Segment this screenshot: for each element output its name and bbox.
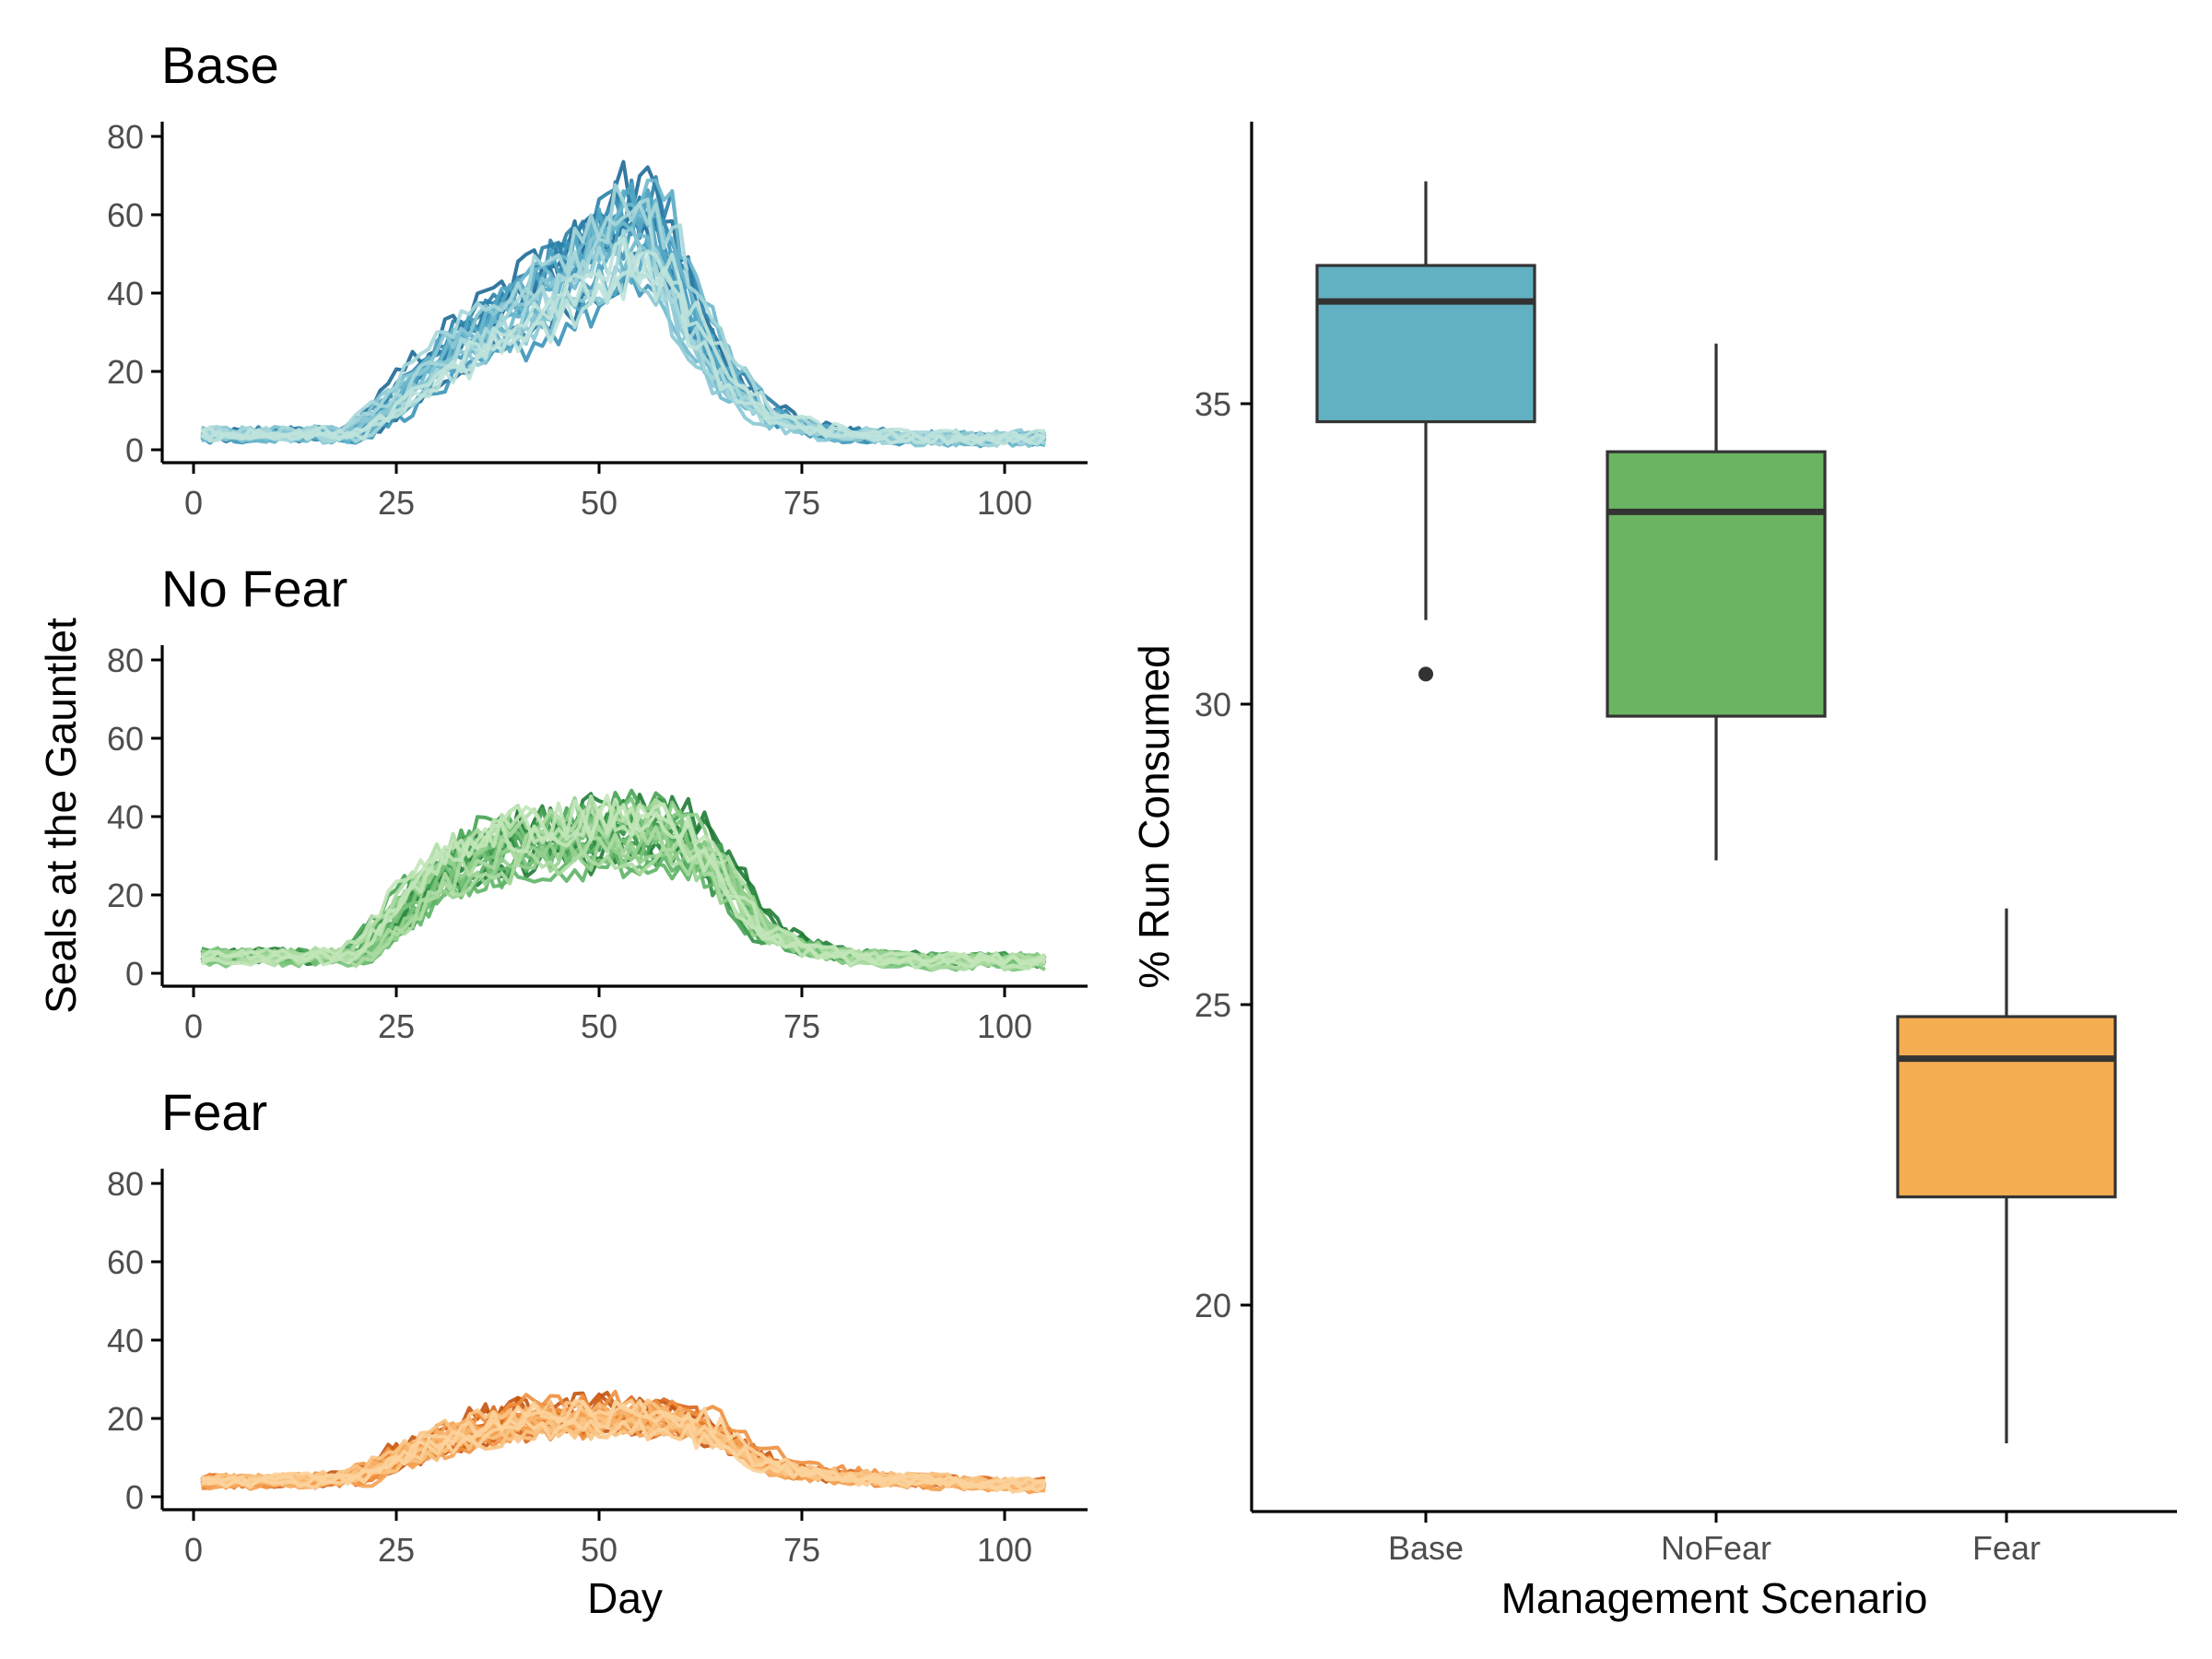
series-line-fear-24 bbox=[201, 1418, 1046, 1488]
y-tick-label-base-60: 60 bbox=[107, 196, 144, 234]
panel-title-fear: Fear bbox=[161, 1083, 267, 1141]
x-tick-label-fear-75: 75 bbox=[783, 1531, 820, 1569]
y-tick-label-nofear-0: 0 bbox=[125, 955, 144, 993]
x-tick-label-fear-0: 0 bbox=[184, 1531, 203, 1569]
box-panel: 20 25 30 35 Base NoFear Fear Management Scenar… bbox=[1130, 122, 2177, 1622]
series-layer-fear bbox=[200, 1389, 1047, 1495]
series-line-base-21 bbox=[200, 229, 1046, 443]
box-ticks-layer: 20 25 30 35 Base NoFear Fear bbox=[1194, 385, 2041, 1567]
y-tick-label-nofear-80: 80 bbox=[107, 641, 144, 679]
outlier-base-1 bbox=[1418, 666, 1433, 682]
y-tick-label-fear-60: 60 bbox=[107, 1243, 144, 1281]
y-tick-label-nofear-20: 20 bbox=[107, 877, 144, 914]
box-y-tick-label-25: 25 bbox=[1194, 986, 1231, 1024]
series-line-fear-25 bbox=[201, 1399, 1047, 1494]
panel-title-base: Base bbox=[161, 36, 279, 94]
series-line-base-8 bbox=[201, 223, 1046, 449]
series-layer-base bbox=[200, 159, 1047, 449]
y-tick-label-fear-0: 0 bbox=[125, 1478, 144, 1516]
series-line-nofear-5 bbox=[201, 813, 1046, 965]
series-line-nofear-11 bbox=[201, 850, 1047, 968]
series-line-base-9 bbox=[201, 274, 1046, 448]
x-tick-label-base-50: 50 bbox=[581, 484, 618, 522]
ticks-layer-base: 0 20 40 60 80 0 25 50 75 100 bbox=[107, 118, 1032, 522]
series-line-base-24 bbox=[201, 237, 1046, 442]
box-y-tick-label-20: 20 bbox=[1194, 1287, 1231, 1324]
ticks-layer-nofear: 0 20 40 60 80 0 25 50 75 100 bbox=[107, 641, 1032, 1045]
box-x-axis-title: Management Scenario bbox=[1501, 1574, 1928, 1622]
box-y-tick-label-35: 35 bbox=[1194, 385, 1231, 423]
x-tick-label-nofear-100: 100 bbox=[977, 1007, 1032, 1045]
series-line-base-15 bbox=[201, 232, 1046, 448]
y-tick-label-nofear-60: 60 bbox=[107, 720, 144, 758]
y-tick-label-fear-20: 20 bbox=[107, 1400, 144, 1438]
x-tick-label-base-100: 100 bbox=[977, 484, 1032, 522]
box-x-tick-label-nofear: NoFear bbox=[1661, 1529, 1771, 1567]
x-tick-label-nofear-50: 50 bbox=[581, 1007, 618, 1045]
box-x-tick-label-fear: Fear bbox=[1972, 1529, 2041, 1567]
box-layer bbox=[1315, 181, 2117, 1443]
x-axis-title-day: Day bbox=[587, 1574, 663, 1622]
y-tick-label-base-40: 40 bbox=[107, 275, 144, 312]
y-tick-label-base-0: 0 bbox=[125, 431, 144, 469]
x-tick-label-base-25: 25 bbox=[378, 484, 415, 522]
line-panel-fear: Fear 0 20 40 60 80 0 25 50 75 100 Day bbox=[107, 1083, 1088, 1622]
ticks-layer-fear: 0 20 40 60 80 0 25 50 75 100 bbox=[107, 1165, 1032, 1569]
panel-title-nofear: No Fear bbox=[161, 559, 347, 618]
x-tick-label-base-0: 0 bbox=[184, 484, 203, 522]
series-layer-nofear bbox=[200, 788, 1047, 972]
box-nofear bbox=[1606, 450, 1827, 718]
series-line-nofear-9 bbox=[201, 813, 1047, 965]
x-tick-label-fear-50: 50 bbox=[581, 1531, 618, 1569]
x-tick-label-nofear-75: 75 bbox=[783, 1007, 820, 1045]
box-fear bbox=[1896, 1015, 2117, 1199]
series-line-nofear-25 bbox=[200, 803, 1046, 971]
series-line-nofear-24 bbox=[201, 797, 1047, 966]
line-panel-nofear: No Fear 0 20 40 60 80 0 25 50 75 100 bbox=[107, 559, 1088, 1045]
series-line-fear-23 bbox=[201, 1399, 1046, 1493]
series-line-base-25 bbox=[200, 254, 1047, 447]
y-tick-label-fear-80: 80 bbox=[107, 1165, 144, 1203]
x-tick-label-base-75: 75 bbox=[783, 484, 820, 522]
box-y-axis-title: % Run Consumed bbox=[1130, 644, 1178, 988]
series-line-nofear-6 bbox=[200, 812, 1046, 968]
y-tick-label-fear-40: 40 bbox=[107, 1322, 144, 1359]
x-tick-label-fear-100: 100 bbox=[977, 1531, 1032, 1569]
box-x-tick-label-base: Base bbox=[1388, 1529, 1464, 1567]
y-axis-title-seals: Seals at the Gauntlet bbox=[37, 618, 85, 1014]
y-tick-label-nofear-40: 40 bbox=[107, 798, 144, 836]
x-tick-label-nofear-0: 0 bbox=[184, 1007, 203, 1045]
box-y-tick-label-30: 30 bbox=[1194, 686, 1231, 724]
x-tick-label-fear-25: 25 bbox=[378, 1531, 415, 1569]
box-base bbox=[1315, 264, 1536, 424]
y-tick-label-base-20: 20 bbox=[107, 353, 144, 391]
series-line-nofear-20 bbox=[201, 844, 1046, 967]
y-tick-label-base-80: 80 bbox=[107, 118, 144, 156]
x-tick-label-nofear-25: 25 bbox=[378, 1007, 415, 1045]
line-panel-base: Base 0 20 40 60 80 0 25 50 75 100 bbox=[107, 36, 1088, 522]
